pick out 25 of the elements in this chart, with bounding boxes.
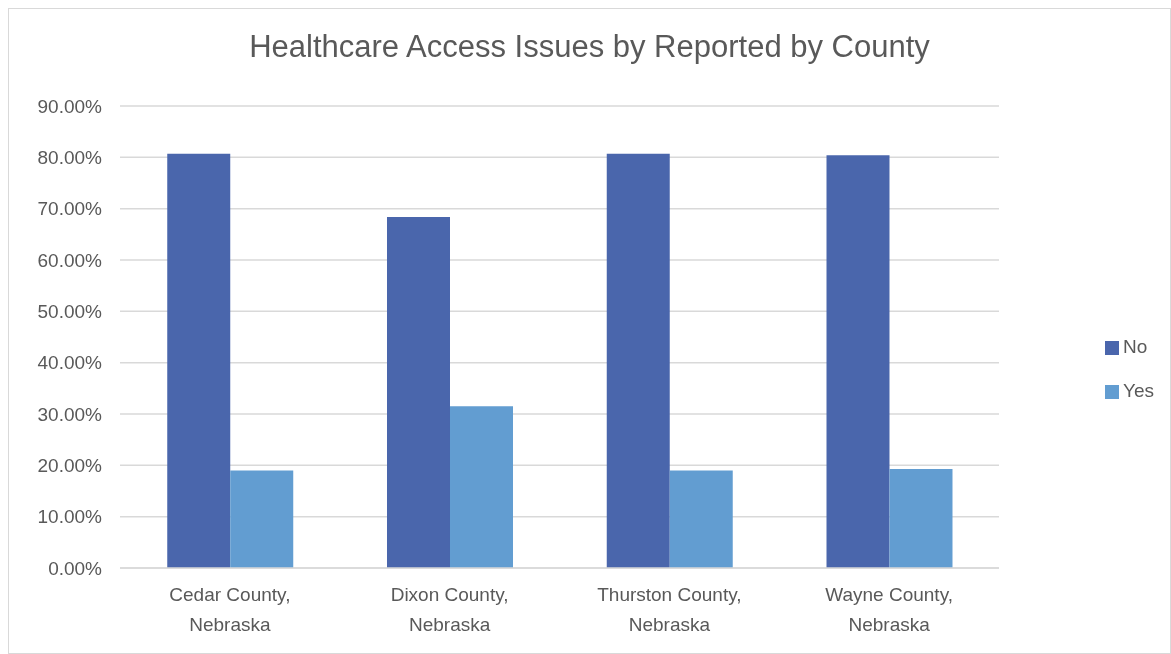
y-tick-label: 40.00%: [37, 352, 103, 374]
y-tick-label: 80.00%: [37, 147, 103, 169]
bar: [826, 155, 890, 568]
legend-label: No: [1123, 336, 1148, 357]
x-tick-label: Dixon County, Nebraska: [390, 584, 509, 636]
y-tick-label: 10.00%: [37, 506, 103, 528]
bar: [230, 470, 294, 568]
y-tick-label: 20.00%: [37, 455, 103, 477]
bar: [606, 153, 670, 568]
bar: [450, 406, 513, 568]
bar: [387, 216, 450, 568]
y-tick-label: 50.00%: [37, 301, 103, 323]
y-tick-label: 30.00%: [37, 403, 103, 425]
y-tick-label: 60.00%: [37, 249, 103, 271]
bar: [889, 468, 953, 568]
bar: [167, 153, 231, 568]
y-tick-label: 90.00%: [37, 95, 103, 117]
legend-label: Yes: [1123, 380, 1154, 401]
bar: [669, 470, 733, 568]
chart-title: Healthcare Access Issues by Reported by County: [248, 29, 931, 65]
y-tick-label: 0.00%: [48, 557, 103, 579]
y-tick-label: 70.00%: [37, 198, 103, 220]
x-tick-label: Thurston County, Nebraska: [597, 584, 742, 636]
x-tick-label: Wayne County, Nebraska: [825, 584, 954, 636]
x-tick-label: Cedar County, Nebraska: [169, 584, 291, 636]
